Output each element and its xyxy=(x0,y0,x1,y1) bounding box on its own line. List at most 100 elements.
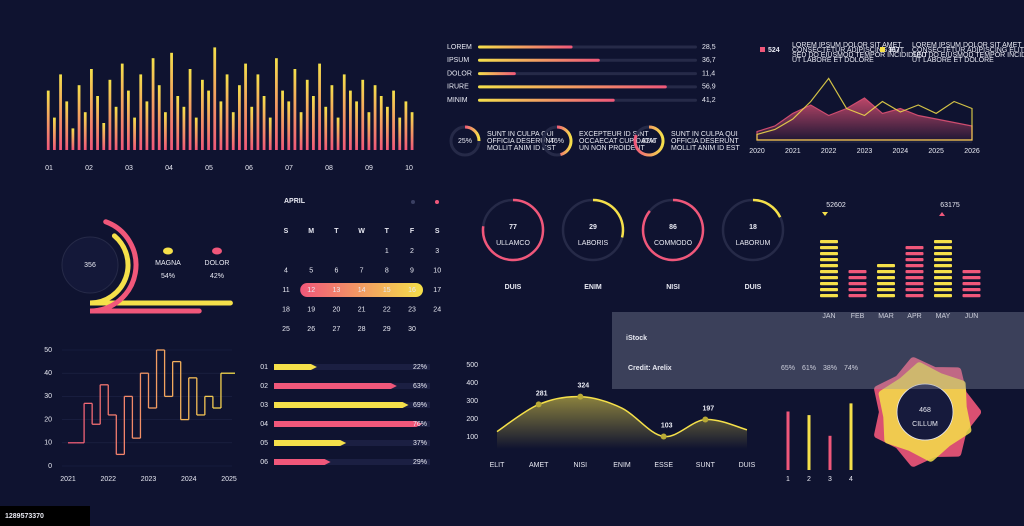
donut-label: 46% xyxy=(550,138,564,145)
x-tick-label: 2022 xyxy=(821,148,837,155)
bar xyxy=(379,96,383,150)
x-tick-label: 09 xyxy=(365,165,373,172)
bar xyxy=(934,240,952,298)
x-tick-label: 2 xyxy=(807,476,811,483)
ring-value: 86 xyxy=(669,224,677,231)
ring-arc xyxy=(592,198,625,238)
legend-caption: LOREM IPSUM DOLOR SIT AMET xyxy=(792,42,902,49)
category-label: 04 xyxy=(260,421,268,428)
bar-stripe xyxy=(934,288,952,292)
x-tick-label: 2021 xyxy=(60,476,76,483)
weekday: W xyxy=(358,228,365,235)
x-tick-label: 06 xyxy=(245,165,253,172)
calendar-day: 4 xyxy=(284,267,288,274)
bar xyxy=(250,106,254,150)
category-label: 06 xyxy=(260,459,268,466)
calendar-day: 17 xyxy=(433,287,441,294)
bar xyxy=(281,90,284,150)
calendar-day: 15 xyxy=(383,287,391,294)
bar xyxy=(478,85,667,89)
weekday: T xyxy=(334,228,339,235)
bar xyxy=(305,79,309,150)
calendar-day: 18 xyxy=(282,306,290,313)
watermark-brand: iStock xyxy=(626,335,647,342)
area xyxy=(756,77,973,141)
x-tick-label: ELIT xyxy=(490,462,506,469)
ring-arc xyxy=(752,198,782,218)
bar-stripe xyxy=(934,282,952,286)
x-tick-label: 03 xyxy=(125,165,133,172)
bar xyxy=(139,74,143,150)
x-tick-label: 05 xyxy=(205,165,213,172)
bar xyxy=(478,98,615,102)
point xyxy=(702,416,709,423)
bar xyxy=(182,106,186,150)
y-tick-label: 500 xyxy=(466,362,478,369)
bar xyxy=(114,106,118,150)
legend-caption: CONSECTETUR ADIPISCING ELIT xyxy=(912,47,1024,54)
bar xyxy=(238,85,241,150)
bar-stripe xyxy=(820,282,838,286)
bar xyxy=(120,63,124,150)
bar xyxy=(349,90,352,150)
id-band xyxy=(0,506,90,526)
legend-label: DOLOR xyxy=(205,260,230,267)
category-label: IRURE xyxy=(447,84,469,91)
bar-stripe xyxy=(820,288,838,292)
legend-caption: LOREM IPSUM DOLOR SIT AMET xyxy=(912,42,1022,49)
category-label: 01 xyxy=(260,364,268,371)
bar xyxy=(262,96,266,150)
x-tick-label: 02 xyxy=(85,165,93,172)
y-tick-label: 10 xyxy=(44,440,52,447)
calendar-day: 13 xyxy=(333,287,341,294)
category-label: LOREM xyxy=(447,44,472,51)
watermark-credit: Credit: Arelix xyxy=(628,365,672,372)
legend-value: 42% xyxy=(210,273,224,280)
calendar-day: 12 xyxy=(307,287,315,294)
x-tick-label: 2021 xyxy=(785,148,801,155)
bar xyxy=(398,117,402,150)
bar-stripe xyxy=(820,246,838,250)
bar xyxy=(53,117,56,150)
legend-caption: CONSECTETUR ADIPISCING ELIT xyxy=(792,47,905,54)
bar xyxy=(59,74,62,150)
legend-dot xyxy=(163,247,173,255)
calendar-day: 5 xyxy=(309,267,313,274)
gauge-value: 356 xyxy=(84,262,96,269)
bar xyxy=(201,79,204,150)
legend-swatch xyxy=(760,47,765,52)
bar-stripe xyxy=(934,240,952,244)
legend-dot xyxy=(212,247,222,255)
ring-name: LABORIS xyxy=(578,240,609,247)
calendar-highlight xyxy=(300,283,423,297)
bar-stripe xyxy=(877,294,895,298)
calendar-day: 6 xyxy=(334,267,338,274)
bar-stripe xyxy=(962,282,981,286)
gauge-arc xyxy=(89,233,233,306)
bar xyxy=(404,101,408,150)
y-tick-label: 20 xyxy=(44,416,52,423)
bar xyxy=(194,117,198,150)
x-tick-label: AMET xyxy=(529,462,549,469)
weekday: T xyxy=(385,228,390,235)
bar xyxy=(386,106,389,150)
bar xyxy=(133,117,136,150)
bar-stripe xyxy=(934,258,952,262)
bar xyxy=(478,58,600,62)
bar xyxy=(274,440,347,446)
calendar-day: 27 xyxy=(333,326,341,333)
y-tick-label: 100 xyxy=(466,434,478,441)
bar xyxy=(268,117,272,150)
category-label: 03 xyxy=(260,402,268,409)
value-label: 22% xyxy=(413,364,427,371)
bar xyxy=(820,240,838,298)
value-label: 29% xyxy=(413,459,427,466)
ring-value: 77 xyxy=(509,224,517,231)
bar xyxy=(90,69,93,150)
legend-caption: UT LABORE ET DOLORE xyxy=(912,57,994,64)
bar-track xyxy=(274,364,430,370)
value-label: 37% xyxy=(413,440,427,447)
category-label: IPSUM xyxy=(447,57,469,64)
calendar-day: 9 xyxy=(410,267,414,274)
calendar-day: 23 xyxy=(408,306,416,313)
